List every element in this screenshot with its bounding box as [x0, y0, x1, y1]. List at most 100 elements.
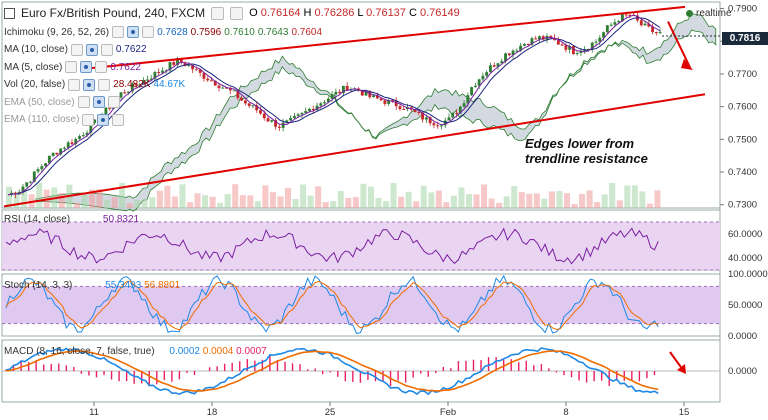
- candle-body: [228, 87, 232, 91]
- close-icon[interactable]: [98, 78, 111, 91]
- candle-body: [353, 88, 357, 90]
- candle-body: [568, 46, 572, 50]
- volume-bar: [194, 193, 201, 208]
- open-value: 0.76164: [260, 7, 301, 19]
- eye-icon[interactable]: [83, 78, 96, 91]
- candle-body: [579, 51, 583, 54]
- candle-body: [628, 15, 632, 17]
- volume-bar: [217, 202, 224, 208]
- close-icon[interactable]: [107, 96, 120, 108]
- eye-icon[interactable]: [80, 61, 93, 73]
- stoch-tick-label: 100.0000: [728, 269, 768, 280]
- settings-icon[interactable]: [112, 26, 125, 38]
- volume-bar: [405, 191, 412, 208]
- indicator-row[interactable]: EMA (110, close): [4, 113, 125, 126]
- candle-body: [387, 100, 391, 104]
- macd-value-2: 0.0004: [202, 346, 234, 357]
- settings-icon[interactable]: [68, 78, 81, 91]
- settings-icon[interactable]: [65, 61, 78, 73]
- eye-icon[interactable]: [97, 113, 110, 126]
- indicator-label: EMA (110, close): [4, 114, 80, 125]
- volume-bar: [616, 200, 623, 208]
- candle-body: [40, 166, 44, 170]
- volume-bar: [141, 198, 148, 208]
- settings-icon[interactable]: [82, 113, 95, 126]
- volume-bar: [398, 196, 405, 208]
- volume-bar: [330, 201, 337, 208]
- eye-icon[interactable]: [85, 43, 98, 56]
- price-tick-label: 0.7400: [728, 167, 757, 178]
- volume-bar: [284, 187, 292, 208]
- volume-bar: [13, 192, 20, 208]
- x-tick-label: 8: [563, 407, 568, 418]
- candle-body: [232, 90, 236, 92]
- indicator-row[interactable]: Ichimoku (9, 26, 52, 26) 0.7628 0.7596 0.76…: [4, 26, 322, 38]
- candle-body: [274, 120, 277, 127]
- price-tick-label: 0.7900: [728, 4, 757, 15]
- volume-bar: [639, 191, 646, 208]
- stoch-d-value: 56.8801: [144, 280, 181, 291]
- eye-icon[interactable]: [92, 96, 105, 108]
- indicator-row[interactable]: EMA (50, close): [4, 96, 120, 108]
- volume-bar: [21, 190, 28, 208]
- candle-body: [134, 83, 138, 86]
- volume-bar: [6, 186, 13, 208]
- candle-body: [32, 171, 36, 182]
- low-label: L: [357, 7, 364, 19]
- candle-body: [198, 69, 202, 73]
- fullscreen-icon[interactable]: [4, 7, 15, 19]
- indicator-label: MA (10, close): [4, 44, 68, 55]
- candle-body: [477, 79, 481, 86]
- volume-bar: [646, 203, 653, 208]
- volume-bar: [390, 182, 397, 208]
- candle-body: [421, 112, 425, 120]
- close-label: C: [408, 7, 417, 19]
- candle-body: [379, 98, 383, 101]
- candle-body: [364, 91, 368, 96]
- eye-icon[interactable]: [127, 26, 140, 38]
- candle-body: [605, 25, 609, 33]
- volume-bar: [594, 202, 601, 208]
- candle-body: [296, 114, 300, 117]
- candle-body: [500, 61, 504, 64]
- candle-body: [443, 120, 447, 126]
- candle-body: [138, 84, 142, 86]
- macd-arrow-head: [677, 364, 686, 374]
- candle-body: [240, 98, 244, 101]
- close-icon[interactable]: [142, 26, 155, 38]
- settings-icon[interactable]: [77, 96, 90, 108]
- candle-body: [511, 50, 515, 56]
- candle-body: [620, 14, 624, 22]
- candle-body: [375, 95, 379, 99]
- candle-body: [21, 186, 25, 192]
- candle-body: [255, 105, 259, 111]
- settings-icon[interactable]: [211, 6, 225, 20]
- open-label: O: [249, 7, 258, 19]
- indicator-label: Ichimoku (9, 26, 52, 26): [4, 26, 110, 38]
- candle-body: [326, 98, 330, 103]
- close-icon[interactable]: [100, 43, 113, 56]
- volume-bar: [556, 191, 563, 208]
- candle-body: [308, 108, 311, 112]
- candle-body: [78, 136, 81, 139]
- volume-bar: [300, 184, 307, 208]
- candle-body: [658, 32, 662, 34]
- candle-body: [119, 92, 123, 98]
- volume-bar: [88, 189, 95, 208]
- indicator-row[interactable]: MA (5, close) 0.7622: [4, 61, 141, 73]
- candle-body: [25, 182, 29, 187]
- candle-body: [187, 65, 191, 67]
- price-tick-label: 0.7700: [728, 69, 757, 80]
- candle-body: [142, 80, 146, 85]
- close-icon[interactable]: [112, 113, 125, 126]
- indicator-row[interactable]: Vol (20, false) 28.482K 44.67K: [4, 78, 185, 91]
- candle-body: [560, 44, 564, 46]
- settings-icon[interactable]: [70, 43, 83, 56]
- close-icon[interactable]: [95, 61, 108, 73]
- eye-icon[interactable]: [230, 6, 244, 20]
- candle-body: [632, 15, 636, 17]
- candle-body: [470, 87, 474, 96]
- candle-body: [345, 85, 349, 91]
- indicator-value: 0.7622: [110, 61, 141, 73]
- indicator-row[interactable]: MA (10, close) 0.7622: [4, 43, 147, 56]
